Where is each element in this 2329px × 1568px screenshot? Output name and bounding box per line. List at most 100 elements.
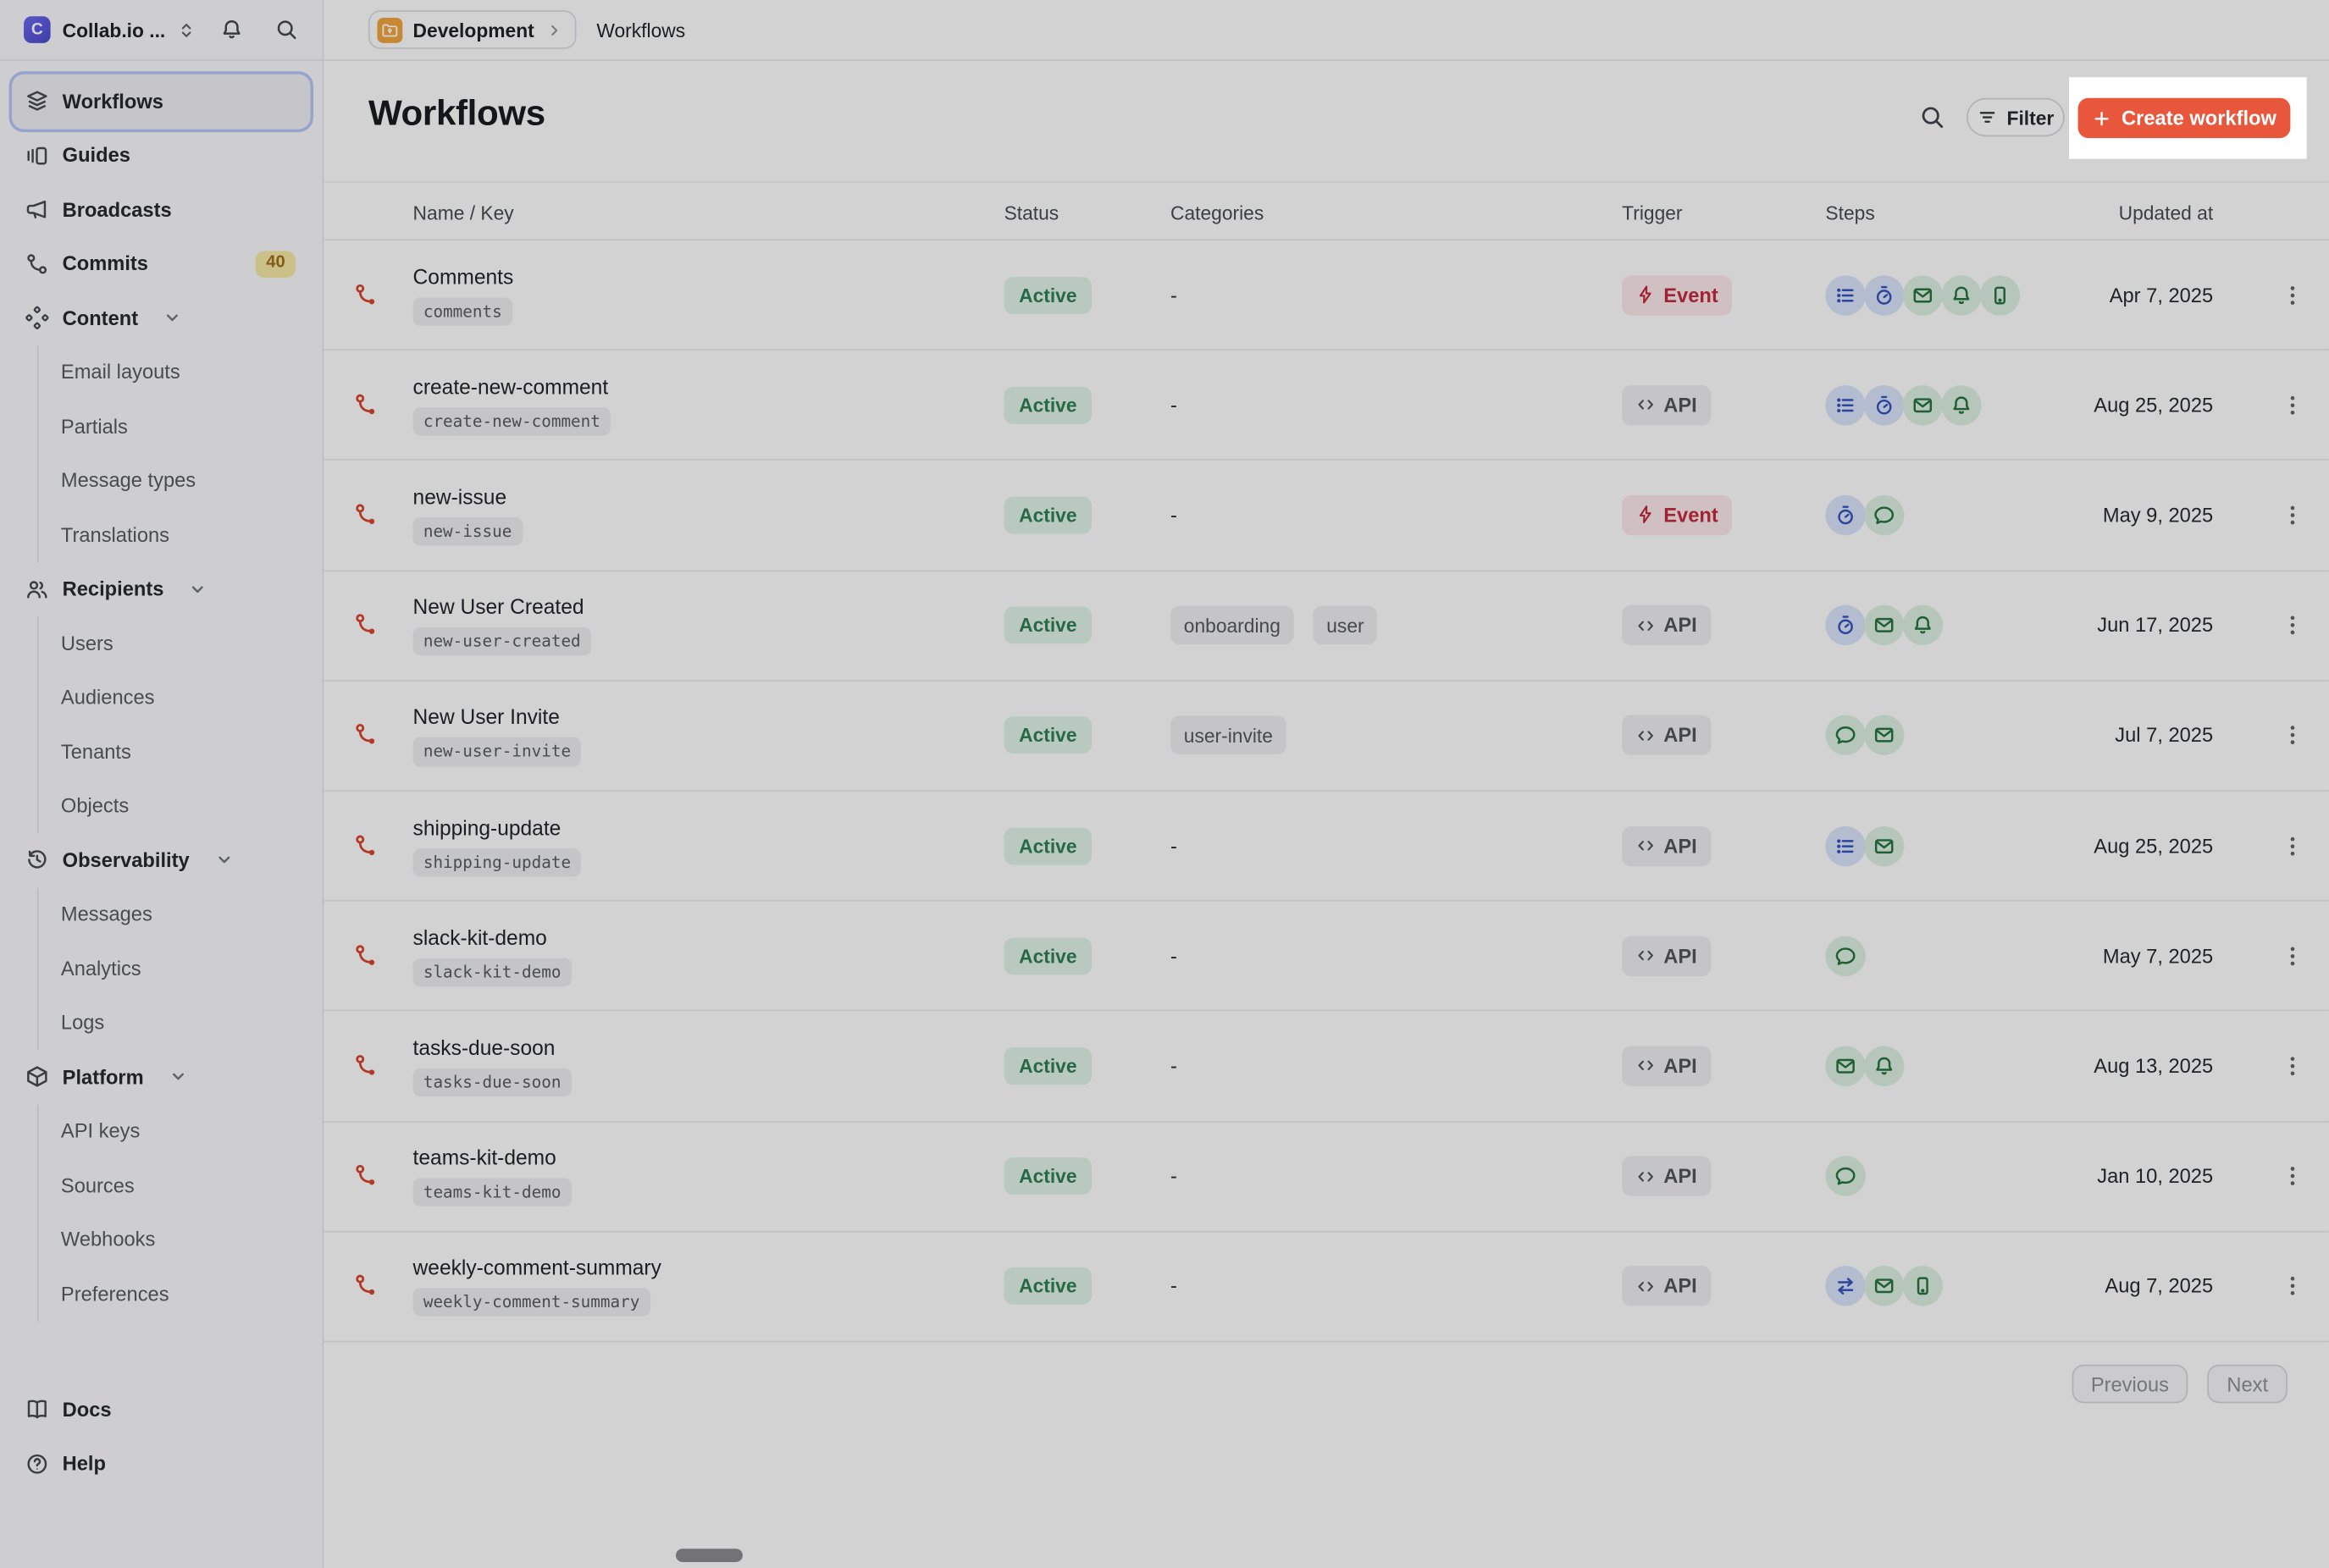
table-row[interactable]: tasks-due-soon tasks-due-soon Active - A… bbox=[324, 1012, 2329, 1122]
workspace-logo[interactable]: C bbox=[24, 16, 51, 43]
workflow-icon bbox=[353, 503, 379, 528]
table-row[interactable]: New User Invite new-user-invite Active u… bbox=[324, 682, 2329, 792]
row-menu-kebab-icon[interactable] bbox=[2280, 723, 2305, 748]
sidebar-item-preferences[interactable]: Preferences bbox=[60, 1282, 169, 1306]
workspace-switcher-icon[interactable] bbox=[177, 20, 196, 40]
create-workflow-button[interactable]: Create workflow bbox=[2077, 97, 2291, 139]
table-search-icon[interactable] bbox=[1919, 104, 1946, 131]
workflow-icon bbox=[353, 392, 379, 417]
horizontal-scrollbar-thumb[interactable] bbox=[675, 1549, 743, 1562]
step-push-icon bbox=[1902, 1266, 1943, 1306]
trigger-cell: API bbox=[1622, 1046, 1711, 1086]
row-menu-kebab-icon[interactable] bbox=[2280, 282, 2305, 307]
content-subnav: Email layouts Partials Message types Tra… bbox=[36, 345, 311, 562]
sidebar-item-tenants[interactable]: Tenants bbox=[60, 740, 131, 764]
sidebar-item-webhooks[interactable]: Webhooks bbox=[60, 1228, 156, 1251]
sidebar-item-users[interactable]: Users bbox=[60, 632, 113, 654]
sidebar-item-message-types[interactable]: Message types bbox=[60, 469, 196, 492]
categories-empty: - bbox=[1170, 1165, 1177, 1188]
categories-cell: - bbox=[1170, 394, 1177, 416]
megaphone-icon bbox=[25, 198, 49, 222]
workflow-icon bbox=[353, 613, 379, 638]
table-row[interactable]: New User Created new-user-created Active… bbox=[324, 571, 2329, 682]
previous-page-button[interactable]: Previous bbox=[2072, 1364, 2188, 1404]
chevron-down-icon bbox=[189, 580, 207, 598]
status-cell: Active bbox=[1004, 386, 1093, 424]
row-menu-kebab-icon[interactable] bbox=[2280, 1053, 2305, 1079]
column-header-updated-at: Updated at bbox=[2118, 201, 2214, 224]
table-row[interactable]: weekly-comment-summary weekly-comment-su… bbox=[324, 1232, 2329, 1343]
sidebar-item-messages[interactable]: Messages bbox=[60, 903, 152, 926]
code-brackets-icon bbox=[1635, 1276, 1657, 1297]
table-row[interactable]: create-new-comment create-new-comment Ac… bbox=[324, 351, 2329, 461]
column-header-status: Status bbox=[1004, 201, 1059, 224]
main-content: Development Workflows Workflows Filter C… bbox=[324, 0, 2329, 1568]
categories-cell: - bbox=[1170, 835, 1177, 857]
global-search-icon[interactable] bbox=[274, 18, 298, 41]
workflow-name: teams-kit-demo bbox=[412, 1146, 556, 1170]
sidebar-item-logs[interactable]: Logs bbox=[60, 1011, 105, 1035]
workflow-name-cell: create-new-comment create-new-comment bbox=[412, 374, 611, 436]
step-email-icon bbox=[1902, 384, 1943, 426]
sidebar-item-analytics[interactable]: Analytics bbox=[60, 957, 141, 980]
updated-at: Jul 7, 2025 bbox=[2115, 724, 2214, 747]
tutorial-spotlight: Create workflow bbox=[2069, 77, 2307, 159]
row-menu-kebab-icon[interactable] bbox=[2280, 613, 2305, 638]
sidebar-item-label: Docs bbox=[62, 1398, 112, 1421]
table-row[interactable]: slack-kit-demo slack-kit-demo Active - A… bbox=[324, 902, 2329, 1012]
sidebar-item-objects[interactable]: Objects bbox=[60, 794, 130, 818]
table-row[interactable]: teams-kit-demo teams-kit-demo Active - A… bbox=[324, 1122, 2329, 1233]
row-menu-kebab-icon[interactable] bbox=[2280, 392, 2305, 417]
topbar: Development Workflows bbox=[324, 0, 2329, 61]
sidebar-item-recipients[interactable]: Recipients bbox=[12, 562, 311, 616]
sidebar-item-broadcasts[interactable]: Broadcasts bbox=[12, 183, 311, 237]
create-workflow-label: Create workflow bbox=[2122, 107, 2276, 130]
row-menu-kebab-icon[interactable] bbox=[2280, 833, 2305, 859]
row-menu-kebab-icon[interactable] bbox=[2280, 1163, 2305, 1189]
workflow-key-chip: create-new-comment bbox=[412, 406, 611, 436]
workflow-name: Comments bbox=[412, 264, 514, 289]
row-menu-kebab-icon[interactable] bbox=[2280, 943, 2305, 969]
categories-cell: - bbox=[1170, 945, 1177, 967]
table-row[interactable]: shipping-update shipping-update Active -… bbox=[324, 792, 2329, 902]
workflow-key-chip: new-user-invite bbox=[412, 737, 582, 766]
row-menu-kebab-icon[interactable] bbox=[2280, 503, 2305, 528]
sidebar-item-workflows[interactable]: Workflows bbox=[12, 74, 311, 129]
sidebar-item-audiences[interactable]: Audiences bbox=[60, 686, 155, 709]
status-cell: Active bbox=[1004, 276, 1093, 314]
filter-button[interactable]: Filter bbox=[1967, 97, 2065, 137]
table-row[interactable]: new-issue new-issue Active - Event May 9… bbox=[324, 461, 2329, 571]
status-badge: Active bbox=[1004, 606, 1093, 644]
sidebar-item-partials[interactable]: Partials bbox=[60, 415, 128, 438]
notifications-bell-icon[interactable] bbox=[220, 18, 244, 41]
status-badge: Active bbox=[1004, 1157, 1093, 1195]
sidebar-item-email-layouts[interactable]: Email layouts bbox=[60, 361, 180, 384]
commit-branch-icon bbox=[25, 252, 49, 276]
step-email-icon bbox=[1864, 605, 1905, 646]
table-row[interactable]: Comments comments Active - Event bbox=[324, 240, 2329, 351]
sidebar-item-guides[interactable]: Guides bbox=[12, 129, 311, 183]
sidebar-item-translations[interactable]: Translations bbox=[60, 523, 169, 546]
trigger-label: Event bbox=[1663, 504, 1718, 527]
step-chat-icon bbox=[1864, 494, 1905, 536]
chevron-down-icon bbox=[215, 851, 233, 869]
code-brackets-icon bbox=[1635, 615, 1657, 636]
sidebar-item-api-keys[interactable]: API keys bbox=[60, 1119, 141, 1143]
sidebar-item-content[interactable]: Content bbox=[12, 291, 311, 345]
steps-cell bbox=[1825, 1046, 1905, 1086]
workspace-name[interactable]: Collab.io ... bbox=[62, 18, 166, 41]
sidebar-item-platform[interactable]: Platform bbox=[12, 1050, 311, 1104]
sidebar-item-label: Platform bbox=[62, 1065, 144, 1089]
environment-switcher[interactable]: Development bbox=[368, 10, 576, 49]
workflow-name-cell: new-issue new-issue bbox=[412, 484, 523, 546]
sidebar-item-label: Help bbox=[62, 1452, 106, 1475]
row-menu-kebab-icon[interactable] bbox=[2280, 1273, 2305, 1299]
status-badge: Active bbox=[1004, 496, 1093, 534]
sidebar-item-sources[interactable]: Sources bbox=[60, 1173, 135, 1197]
trigger-badge-api: API bbox=[1622, 825, 1711, 866]
sidebar-item-docs[interactable]: Docs bbox=[12, 1383, 311, 1437]
sidebar-item-commits[interactable]: Commits 40 bbox=[12, 237, 311, 291]
sidebar-item-observability[interactable]: Observability bbox=[12, 833, 311, 887]
next-page-button[interactable]: Next bbox=[2207, 1364, 2288, 1404]
sidebar-item-help[interactable]: Help bbox=[12, 1437, 311, 1491]
